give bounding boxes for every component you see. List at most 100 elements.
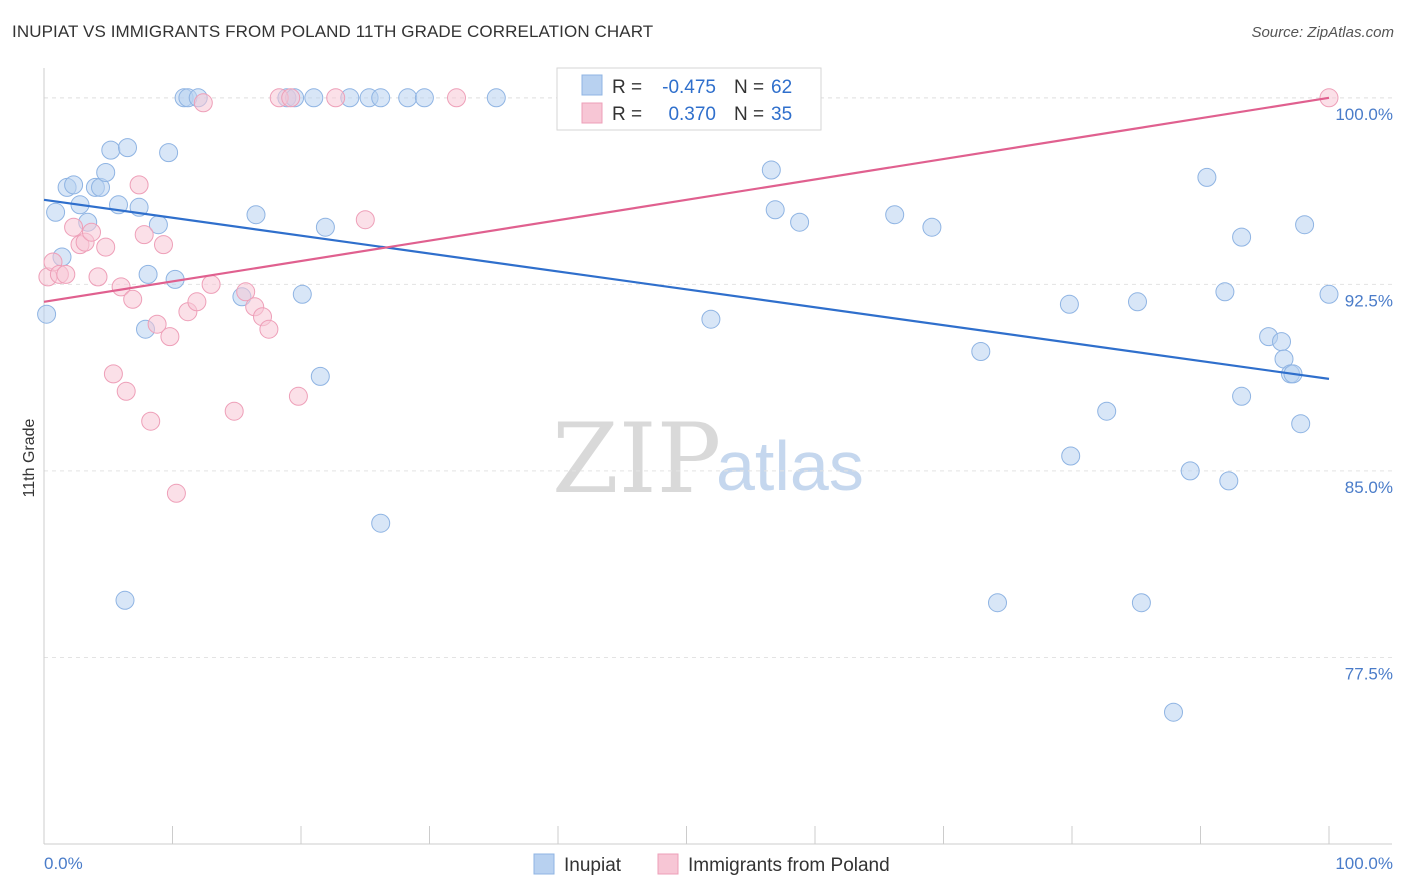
poland-point bbox=[355, 210, 375, 230]
inupiat-point bbox=[1291, 414, 1311, 434]
legend-r-label-poland: R = bbox=[612, 104, 642, 125]
legend-r-value-inupiat: -0.475 bbox=[662, 77, 716, 98]
inupiat-point bbox=[1164, 702, 1183, 722]
inupiat-point bbox=[486, 88, 506, 108]
inupiat-point bbox=[1232, 227, 1252, 247]
inupiat-point bbox=[292, 284, 312, 304]
inupiat-point bbox=[1232, 386, 1252, 406]
poland-point bbox=[281, 88, 301, 108]
poland-point bbox=[288, 386, 308, 406]
inupiat-point bbox=[1219, 471, 1239, 491]
inupiat-point bbox=[1215, 282, 1235, 302]
inupiat-point bbox=[988, 593, 1007, 613]
poland-point bbox=[326, 88, 346, 108]
poland-point bbox=[134, 225, 154, 245]
x-ticks bbox=[172, 826, 1330, 844]
inupiat-point bbox=[1097, 401, 1117, 421]
inupiat-trend-line bbox=[43, 198, 1330, 380]
inupiat-point bbox=[37, 304, 57, 324]
legend-n-label-inupiat: N = bbox=[734, 77, 764, 98]
inupiat-point bbox=[46, 202, 66, 222]
poland-point bbox=[64, 217, 84, 237]
inupiat-point bbox=[138, 264, 158, 284]
inupiat-point bbox=[1295, 215, 1315, 235]
legend-n-value-poland: 35 bbox=[771, 104, 792, 125]
y-tick-label: 85.0% bbox=[1345, 478, 1393, 497]
poland-point bbox=[160, 327, 180, 347]
inupiat-point bbox=[101, 140, 121, 160]
poland-point bbox=[193, 93, 213, 113]
watermark-zip: ZIP bbox=[552, 403, 721, 515]
bottom-legend-swatch-inupiat bbox=[533, 853, 555, 875]
series-inupiat-points bbox=[37, 88, 1339, 722]
poland-point bbox=[88, 267, 108, 287]
inupiat-point bbox=[1197, 167, 1217, 187]
inupiat-point bbox=[1180, 461, 1200, 481]
inupiat-point bbox=[310, 366, 330, 386]
source-label: Source: ZipAtlas.com bbox=[1251, 24, 1394, 41]
legend-swatch-inupiat bbox=[581, 74, 603, 96]
grid-lines bbox=[44, 97, 1392, 658]
inupiat-point bbox=[971, 342, 991, 361]
poland-point bbox=[154, 235, 173, 255]
inupiat-point bbox=[414, 88, 434, 108]
inupiat-point bbox=[1319, 284, 1339, 304]
inupiat-point bbox=[398, 88, 418, 108]
poland-point bbox=[116, 381, 136, 401]
inupiat-point bbox=[96, 163, 116, 182]
inupiat-point bbox=[118, 138, 137, 158]
inupiat-point bbox=[1272, 332, 1291, 352]
y-tick-labels: 77.5% 85.0% 92.5% 100.0% bbox=[1335, 105, 1393, 684]
y-axis-title: 11th Grade bbox=[21, 418, 38, 497]
inupiat-point bbox=[885, 205, 905, 225]
inupiat-point bbox=[922, 217, 942, 237]
inupiat-point bbox=[1131, 593, 1151, 613]
bottom-legend: Inupiat Immigrants from Poland bbox=[533, 853, 890, 876]
bottom-legend-label-inupiat: Inupiat bbox=[564, 855, 622, 876]
poland-point bbox=[224, 401, 244, 421]
poland-point bbox=[187, 292, 207, 312]
correlation-legend: R = -0.475 N = 62 R = 0.370 N = 35 bbox=[556, 67, 822, 131]
inupiat-point bbox=[701, 309, 721, 329]
legend-n-label-poland: N = bbox=[734, 104, 764, 125]
poland-point bbox=[201, 274, 221, 294]
poland-point bbox=[447, 88, 466, 108]
legend-r-value-poland: 0.370 bbox=[668, 104, 716, 125]
poland-point bbox=[56, 264, 76, 284]
x-tick-label-max: 100.0% bbox=[1335, 854, 1393, 873]
chart-title: INUPIAT VS IMMIGRANTS FROM POLAND 11TH G… bbox=[12, 22, 654, 41]
bottom-legend-swatch-poland bbox=[657, 853, 679, 875]
x-tick-label-min: 0.0% bbox=[44, 854, 83, 873]
poland-point bbox=[147, 314, 167, 334]
bottom-legend-label-poland: Immigrants from Poland bbox=[688, 855, 890, 876]
legend-swatch-poland bbox=[581, 102, 603, 124]
poland-point bbox=[96, 237, 116, 257]
y-tick-label: 77.5% bbox=[1345, 664, 1393, 683]
inupiat-point bbox=[761, 160, 781, 180]
inupiat-point bbox=[371, 513, 391, 533]
poland-point bbox=[111, 277, 131, 297]
inupiat-point bbox=[1059, 294, 1079, 314]
poland-trend-line bbox=[43, 96, 1330, 303]
inupiat-point bbox=[64, 175, 84, 195]
poland-point bbox=[123, 289, 143, 309]
axes bbox=[43, 68, 1392, 845]
poland-point bbox=[82, 222, 101, 242]
poland-point bbox=[1319, 88, 1339, 108]
inupiat-point bbox=[159, 143, 179, 163]
poland-point bbox=[236, 282, 256, 302]
watermark-atlas: atlas bbox=[716, 427, 864, 505]
inupiat-point bbox=[371, 88, 391, 108]
poland-point bbox=[259, 319, 279, 339]
legend-n-value-inupiat: 62 bbox=[771, 77, 792, 98]
inupiat-point bbox=[304, 88, 324, 108]
y-tick-label: 100.0% bbox=[1335, 105, 1393, 124]
legend-r-label-inupiat: R = bbox=[612, 77, 642, 98]
poland-point bbox=[141, 411, 161, 431]
inupiat-point bbox=[315, 217, 335, 237]
inupiat-point bbox=[765, 200, 785, 220]
inupiat-point bbox=[246, 205, 266, 225]
poland-point bbox=[166, 483, 186, 503]
series-poland-points bbox=[38, 88, 1339, 503]
